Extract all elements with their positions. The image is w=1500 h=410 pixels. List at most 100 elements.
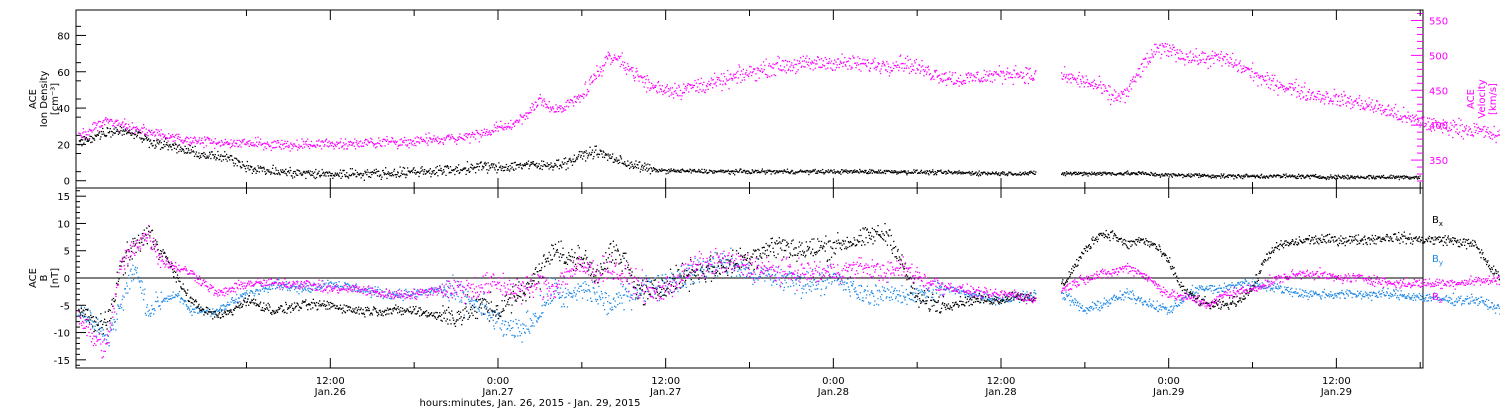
by-series-point xyxy=(171,297,174,299)
density-series-point xyxy=(595,145,597,147)
density-series-point xyxy=(515,164,518,166)
density-series-point xyxy=(166,144,169,146)
velocity-series-point xyxy=(314,145,316,147)
velocity-series-point xyxy=(658,91,660,93)
velocity-series-point xyxy=(1238,63,1240,65)
density-series-point xyxy=(142,138,144,140)
density-series-point xyxy=(497,169,499,171)
density-series-point xyxy=(1108,172,1111,174)
density-series-point xyxy=(187,151,189,153)
density-series-point xyxy=(149,139,152,141)
velocity-series-point xyxy=(126,127,128,129)
density-series-point xyxy=(525,162,528,164)
density-series-point xyxy=(576,156,578,159)
velocity-series-point xyxy=(234,145,236,147)
velocity-series-point xyxy=(1362,107,1364,110)
density-series-point xyxy=(385,173,387,175)
velocity-series-point xyxy=(293,143,295,145)
velocity-series-point xyxy=(839,63,841,65)
density-series-point xyxy=(927,172,929,175)
velocity-series-point xyxy=(1337,96,1339,98)
by-series-point xyxy=(194,311,196,314)
velocity-series-point xyxy=(1455,131,1457,133)
velocity-series-point xyxy=(369,141,371,143)
density-series-point xyxy=(829,170,831,172)
by-series-point xyxy=(268,286,270,288)
velocity-series-point xyxy=(1162,45,1165,47)
density-series-point xyxy=(927,170,929,172)
velocity-series-point xyxy=(812,62,814,64)
velocity-series-point xyxy=(635,67,638,70)
density-series-point xyxy=(430,173,433,175)
density-series-point xyxy=(632,165,634,167)
velocity-series-point xyxy=(320,141,322,143)
density-series-point xyxy=(117,133,120,135)
density-series-point xyxy=(1018,173,1021,176)
density-series-point xyxy=(757,169,759,172)
velocity-series-point xyxy=(500,120,502,122)
density-series-point xyxy=(284,172,286,174)
velocity-series-point xyxy=(786,64,788,66)
density-series-point xyxy=(1110,174,1112,176)
velocity-series-point xyxy=(202,142,204,144)
velocity-series-point xyxy=(766,74,768,76)
velocity-series-point xyxy=(1488,136,1490,138)
velocity-series-point xyxy=(1245,69,1247,71)
density-series-point xyxy=(590,154,592,156)
density-series-point xyxy=(481,165,484,167)
velocity-series-point xyxy=(1123,93,1125,95)
velocity-series-point xyxy=(1288,88,1290,90)
density-series-point xyxy=(1077,173,1079,176)
velocity-series-point xyxy=(275,146,277,148)
density-series-point xyxy=(1271,175,1273,177)
density-series-point xyxy=(724,170,726,172)
density-series-point xyxy=(1380,176,1382,179)
density-series-point xyxy=(1381,175,1383,177)
velocity-series-point xyxy=(476,130,478,132)
density-series-point xyxy=(727,169,729,171)
velocity-series-point xyxy=(976,73,978,76)
velocity-series-point xyxy=(1201,52,1203,55)
velocity-series-point xyxy=(411,144,413,146)
velocity-series-point xyxy=(280,148,282,150)
density-series-point xyxy=(188,149,190,151)
density-series-point xyxy=(354,173,356,175)
density-series-point xyxy=(126,133,128,135)
density-series-point xyxy=(407,167,409,169)
density-series-point xyxy=(331,175,333,177)
by-series-point xyxy=(187,306,189,308)
density-series-point xyxy=(1212,174,1214,176)
density-series-point xyxy=(82,139,84,141)
density-series-point xyxy=(669,169,671,171)
velocity-series-point xyxy=(813,59,816,61)
velocity-series-point xyxy=(814,67,816,69)
density-series-point xyxy=(994,173,996,175)
velocity-series-point xyxy=(671,87,674,89)
velocity-series-point xyxy=(230,139,232,141)
density-series-point xyxy=(1363,176,1365,178)
velocity-series-point xyxy=(572,102,574,104)
velocity-series-point xyxy=(1194,60,1196,62)
density-series-point xyxy=(129,129,131,131)
density-series-point xyxy=(363,173,365,175)
velocity-series-point xyxy=(996,73,998,75)
density-series-point xyxy=(639,171,641,173)
density-series-point xyxy=(457,170,459,172)
velocity-series-point xyxy=(189,141,191,143)
by-series-point xyxy=(232,302,235,304)
density-series-point xyxy=(1070,172,1072,174)
velocity-series-point xyxy=(724,76,726,78)
density-series-point xyxy=(747,172,749,175)
density-series-point xyxy=(464,167,467,169)
velocity-series-point xyxy=(428,132,430,134)
density-series-point xyxy=(1331,177,1333,180)
density-series-point xyxy=(1083,171,1085,173)
density-series-point xyxy=(1350,175,1352,177)
velocity-series-point xyxy=(385,140,387,143)
velocity-series-point xyxy=(195,140,198,142)
density-series-point xyxy=(945,173,947,175)
velocity-series-point xyxy=(595,75,597,77)
velocity-series-point xyxy=(778,68,780,70)
density-series-point xyxy=(222,159,225,161)
density-series-point xyxy=(833,169,835,171)
